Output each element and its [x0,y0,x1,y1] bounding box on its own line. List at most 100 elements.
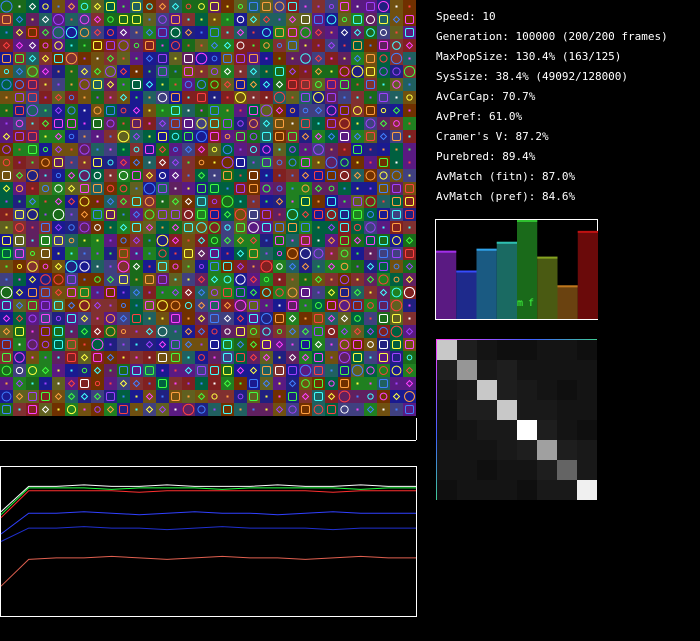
square [366,2,375,11]
dot [96,252,99,255]
ring [260,260,273,273]
history-line [0,487,416,516]
hist-label: m [517,298,523,309]
ring [106,28,115,37]
cell [13,234,26,247]
cell [13,130,26,143]
cell [260,273,273,286]
dot [109,343,112,346]
cell [52,117,65,130]
diamond [197,275,206,284]
cell [260,221,273,234]
dot [148,252,151,255]
cell [0,143,13,156]
square [262,223,271,232]
cell [182,364,195,377]
diamond [301,353,310,362]
diamond [353,288,362,297]
ring [237,3,244,10]
dot [83,408,86,411]
ring [366,366,375,375]
cell [208,65,221,78]
cell [403,182,416,195]
cell [195,351,208,364]
ring [276,42,283,49]
cell [104,39,117,52]
cell [26,130,39,143]
cell [65,52,78,65]
square [379,93,388,102]
cell [26,91,39,104]
cell [325,221,338,234]
matrix-cell [477,360,497,380]
cell [338,78,351,91]
diamond [249,236,258,245]
cell [286,0,299,13]
square [353,301,362,310]
cell [52,299,65,312]
diamond [171,223,180,232]
ring [52,13,65,26]
square [392,249,401,258]
dot [317,239,320,242]
square [249,184,258,193]
dot [122,213,125,216]
square [28,132,37,141]
cell [299,286,312,299]
cell [156,247,169,260]
cell [221,286,234,299]
dot [135,395,138,398]
cell [156,208,169,221]
cell [273,130,286,143]
diamond [210,41,219,50]
cell [169,104,182,117]
square [210,2,219,11]
cell [377,130,390,143]
square [314,15,323,24]
square [340,2,349,11]
matrix-cell [537,420,557,440]
square [301,197,310,206]
cell [117,221,130,234]
cell [390,130,403,143]
ring [315,81,322,88]
cell [221,221,234,234]
cell [273,338,286,351]
dot [161,369,164,372]
cell [104,208,117,221]
dot [161,109,164,112]
matrix-cell [557,480,577,500]
ring [93,171,102,180]
ring [328,3,335,10]
diamond [54,392,63,401]
cell [39,39,52,52]
cell [52,390,65,403]
dot [96,265,99,268]
square [366,106,375,115]
dot [83,161,86,164]
ring [221,195,234,208]
diamond [353,132,362,141]
ring [391,170,402,181]
square [184,223,193,232]
dot [31,226,34,229]
dot [161,226,164,229]
cell [403,273,416,286]
dot [382,148,385,151]
cell [91,156,104,169]
dot [369,44,372,47]
cell [247,0,260,13]
square [379,158,388,167]
diamond [171,171,180,180]
cell [234,156,247,169]
cell [286,78,299,91]
dot [122,83,125,86]
dot [135,278,138,281]
dot [5,31,8,34]
cell [65,91,78,104]
ring [198,159,205,166]
cell [403,39,416,52]
dot [187,278,190,281]
ring [68,133,75,140]
diamond [145,405,154,414]
